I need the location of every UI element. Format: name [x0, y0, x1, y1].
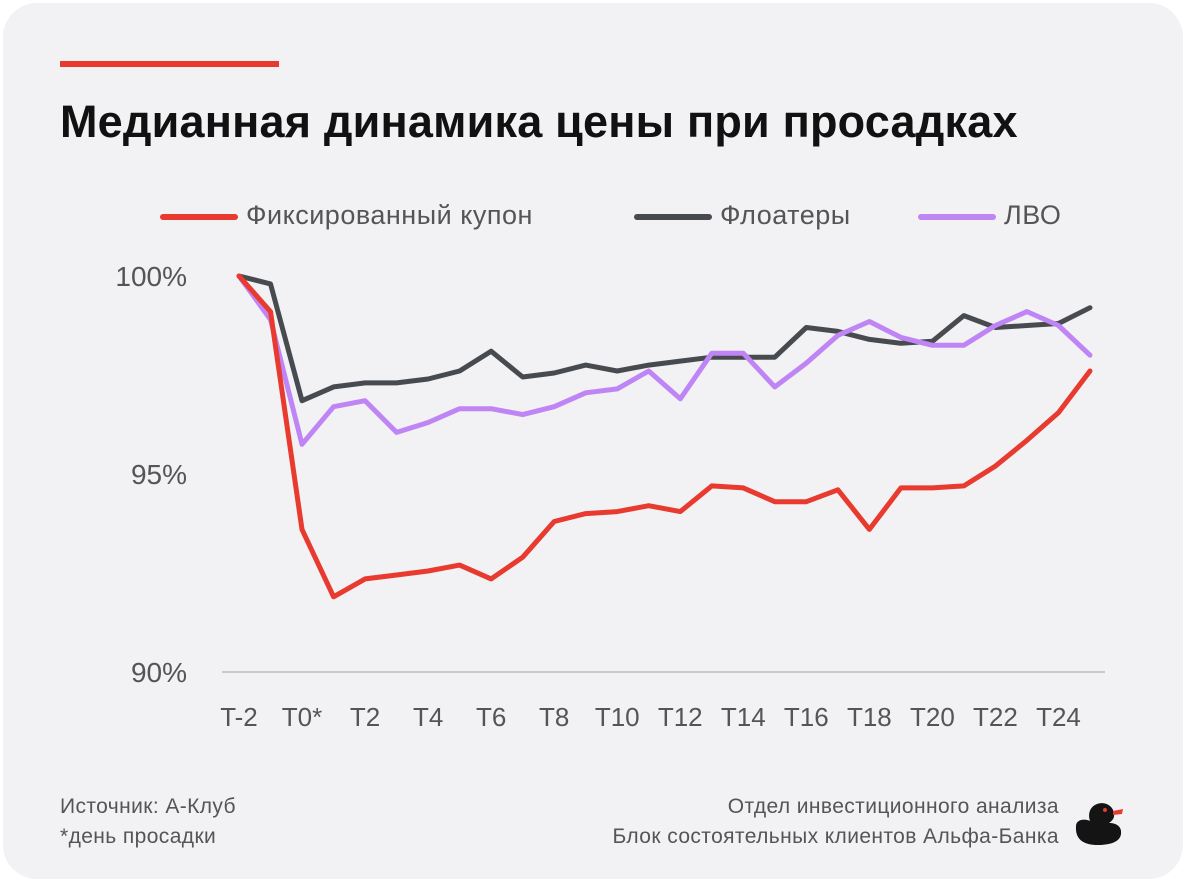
legend-swatch-floaters [634, 214, 712, 220]
x-tick-label-t24: T24 [1036, 702, 1081, 732]
legend-label-lbo: ЛВО [1004, 200, 1062, 230]
chart-title: Медианная динамика цены при просадках [60, 96, 1018, 147]
series-line-fixed [236, 273, 1093, 600]
series-line-floaters [236, 273, 1093, 404]
footnote-text: *день просадки [60, 825, 217, 848]
legend-swatch-fixed [160, 214, 238, 220]
source-text: Источник: А-Клуб [60, 795, 236, 818]
x-tick-label-t0: T0* [282, 702, 322, 732]
y-tick-label-95: 95% [131, 459, 187, 490]
x-tick-label-t8: T8 [539, 702, 569, 732]
legend-swatch-lbo [918, 214, 996, 220]
footer-left: Источник: А-Клуб *день просадки [60, 792, 236, 852]
chart-card [3, 3, 1183, 879]
series-line-lbo [236, 273, 1093, 447]
x-tick-label-t14: T14 [721, 702, 766, 732]
x-tick-label-t12: T12 [658, 702, 703, 732]
x-tick-label-t16: T16 [784, 702, 829, 732]
x-tick-label-t-2: T-2 [220, 702, 258, 732]
x-tick-label-t10: T10 [595, 702, 640, 732]
legend-label-fixed: Фиксированный купон [246, 200, 533, 230]
x-tick-label-t20: T20 [910, 702, 955, 732]
duck-logo-icon [1075, 803, 1123, 845]
footer-right: Отдел инвестиционного анализа Блок состо… [612, 792, 1059, 852]
accent-bar [60, 61, 279, 67]
bank-block-text: Блок состоятельных клиентов Альфа-Банка [612, 825, 1059, 848]
y-tick-label-90: 90% [131, 657, 187, 688]
x-tick-label-t22: T22 [973, 702, 1018, 732]
legend-label-floaters: Флоатеры [720, 200, 851, 230]
x-tick-label-t6: T6 [476, 702, 506, 732]
department-text: Отдел инвестиционного анализа [727, 795, 1059, 818]
x-tick-label-t4: T4 [413, 702, 443, 732]
y-tick-label-100: 100% [115, 261, 187, 292]
x-tick-label-t2: T2 [350, 702, 380, 732]
x-tick-label-t18: T18 [847, 702, 892, 732]
